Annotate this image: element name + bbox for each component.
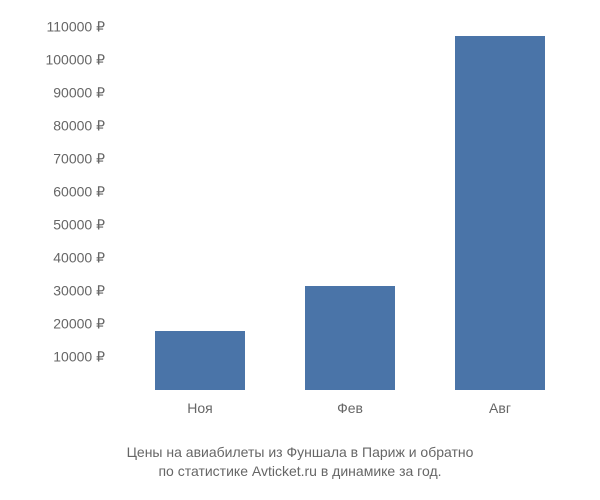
y-tick-label: 70000 ₽ xyxy=(53,150,105,167)
plot-area xyxy=(110,10,580,390)
x-axis: Ноя Фев Авг xyxy=(110,400,580,425)
y-tick-label: 30000 ₽ xyxy=(53,282,105,299)
x-tick-label: Фев xyxy=(337,400,363,416)
y-tick-label: 80000 ₽ xyxy=(53,117,105,134)
y-tick-label: 60000 ₽ xyxy=(53,183,105,200)
y-tick-label: 110000 ₽ xyxy=(47,18,105,35)
chart-caption: Цены на авиабилеты из Фуншала в Париж и … xyxy=(0,443,600,482)
y-tick-label: 50000 ₽ xyxy=(53,216,105,233)
y-tick-label: 10000 ₽ xyxy=(53,348,105,365)
y-tick-label: 40000 ₽ xyxy=(53,249,105,266)
y-tick-label: 20000 ₽ xyxy=(53,315,105,332)
y-tick-label: 90000 ₽ xyxy=(53,84,105,101)
y-axis: 10000 ₽ 20000 ₽ 30000 ₽ 40000 ₽ 50000 ₽ 60000… xyxy=(10,10,105,390)
chart-container: 10000 ₽ 20000 ₽ 30000 ₽ 40000 ₽ 50000 ₽ 60000… xyxy=(10,10,590,430)
caption-line-2: по статистике Avticket.ru в динамике за … xyxy=(0,462,600,482)
x-tick-label: Ноя xyxy=(187,400,212,416)
y-tick-label: 100000 ₽ xyxy=(45,51,105,68)
caption-line-1: Цены на авиабилеты из Фуншала в Париж и … xyxy=(0,443,600,463)
x-tick-label: Авг xyxy=(489,400,511,416)
bar xyxy=(155,331,245,390)
bar xyxy=(305,286,395,390)
bar xyxy=(455,36,545,390)
